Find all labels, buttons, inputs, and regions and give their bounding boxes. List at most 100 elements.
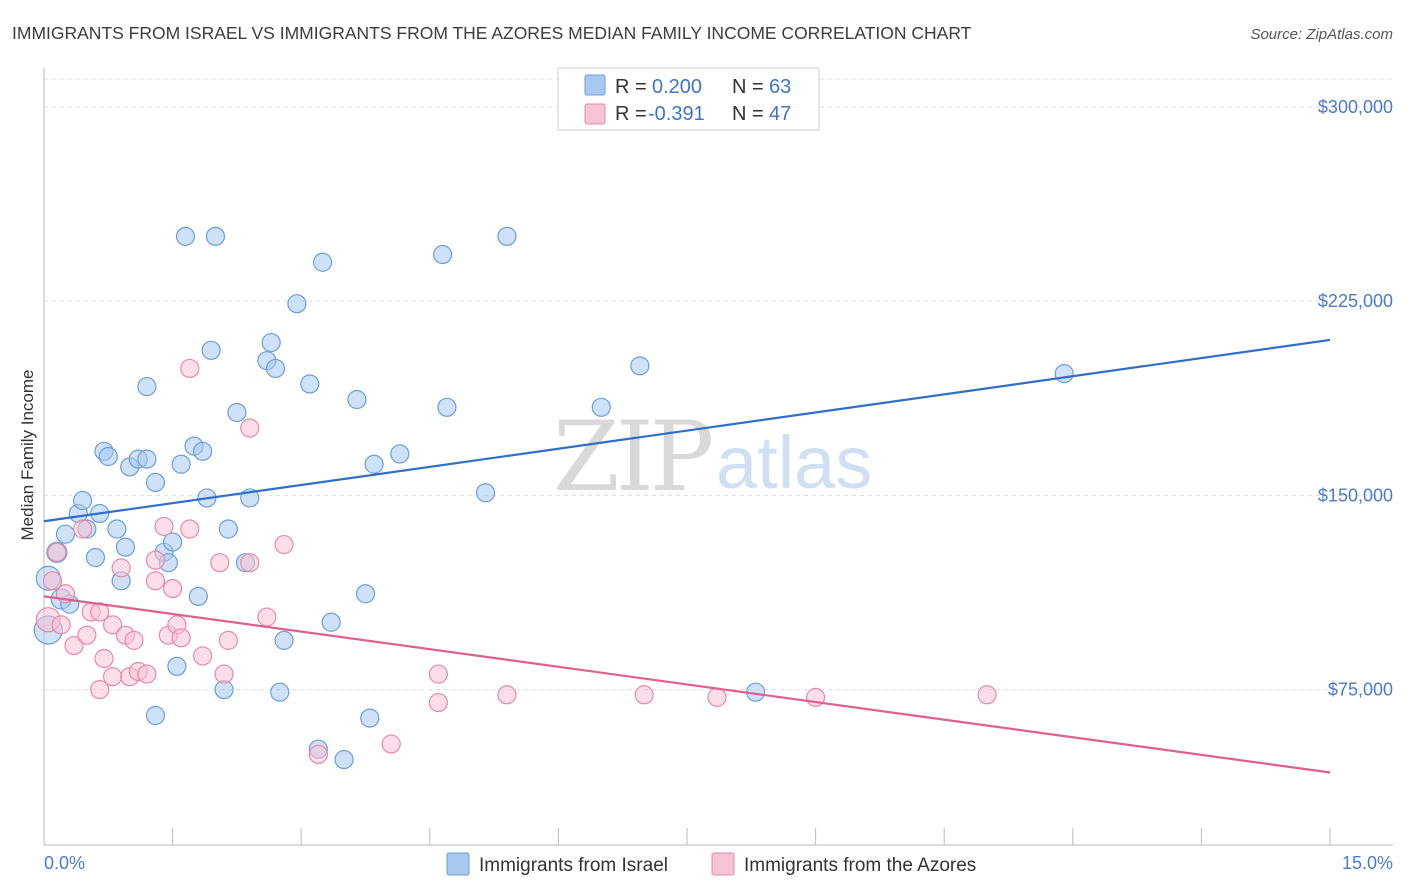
legend-r-label-1: R = xyxy=(615,76,647,98)
series-2-point-10 xyxy=(90,679,110,700)
series-1-point-13 xyxy=(107,519,127,539)
series-1-point-12 xyxy=(98,446,118,467)
trend-line-series-1 xyxy=(43,338,1331,523)
series-1-point-58 xyxy=(497,226,517,246)
series-2-point-2 xyxy=(47,542,67,562)
series-1-point-9 xyxy=(85,547,106,568)
series-1-point-19 xyxy=(137,376,157,397)
legend-r-value-2: -0.391 xyxy=(648,103,705,125)
series-2-point-6 xyxy=(72,519,93,539)
series-1-point-55 xyxy=(433,244,453,265)
trend-lines xyxy=(43,338,1331,774)
bottom-legend-swatch-azores xyxy=(711,852,735,876)
series-1-point-60 xyxy=(630,356,650,376)
series-2-point-7 xyxy=(77,625,97,645)
series-1-point-59 xyxy=(591,397,611,417)
series-1-point-25 xyxy=(167,656,187,676)
series-1-point-44 xyxy=(287,294,307,314)
series-1-point-29 xyxy=(188,586,208,606)
bottom-legend-label-israel: Immigrants from Israel xyxy=(479,855,668,876)
correlation-legend: R = 0.200 N = 63 R = -0.391 N = 47 xyxy=(557,67,820,131)
series-2-point-43 xyxy=(707,687,727,707)
legend-r-label-2: R = xyxy=(615,103,647,125)
legend-n-value-1: 63 xyxy=(769,76,791,98)
series-2-point-33 xyxy=(240,418,260,438)
series-1-point-53 xyxy=(364,454,384,474)
legend-n-label-2: N = xyxy=(732,103,764,125)
series-2-point-20 xyxy=(145,550,166,570)
series-2-point-5 xyxy=(64,635,84,656)
series-1-point-7 xyxy=(72,490,93,511)
series-1-point-62 xyxy=(1054,364,1074,384)
series-2-point-1 xyxy=(42,571,63,591)
series-1-point-52 xyxy=(360,708,380,728)
series-1-point-56 xyxy=(437,397,457,417)
series-2-point-28 xyxy=(180,358,200,379)
series-2-point-22 xyxy=(154,516,174,537)
series-2-point-31 xyxy=(214,664,234,684)
series-2-point-30 xyxy=(210,553,230,573)
y-axis-label: Median Family Income xyxy=(18,369,37,540)
chart-source: Source: ZipAtlas.com xyxy=(1250,26,1393,43)
watermark-zip: ZIP xyxy=(553,401,712,513)
series-legend: Immigrants from Israel Immigrants from t… xyxy=(446,852,976,876)
watermark-atlas: atlas xyxy=(716,421,872,504)
legend-r-value-1: 0.200 xyxy=(652,76,702,98)
series-2-point-14 xyxy=(111,558,131,578)
series-azores-points xyxy=(35,358,997,764)
x-tick-label-max: 15.0% xyxy=(1342,853,1393,873)
series-1-point-24 xyxy=(163,532,183,552)
series-2-point-24 xyxy=(163,578,183,599)
series-1-point-51 xyxy=(355,584,376,604)
series-2-point-3 xyxy=(51,615,71,635)
series-1-point-41 xyxy=(265,358,286,379)
series-1-point-21 xyxy=(145,472,166,492)
series-2-point-40 xyxy=(428,664,448,684)
series-2-point-17 xyxy=(124,630,144,650)
series-1-point-45 xyxy=(300,374,320,394)
series-2-point-41 xyxy=(497,685,517,705)
legend-swatch-israel xyxy=(584,74,606,96)
series-2-point-11 xyxy=(94,648,114,669)
bottom-legend-label-azores: Immigrants from the Azores xyxy=(744,855,976,876)
series-1-point-4 xyxy=(55,524,76,544)
series-2-point-38 xyxy=(381,734,401,754)
series-1-point-49 xyxy=(334,749,354,770)
chart-title: IMMIGRANTS FROM ISRAEL VS IMMIGRANTS FRO… xyxy=(12,23,972,43)
series-1-point-57 xyxy=(475,483,496,503)
series-2-point-35 xyxy=(257,607,277,627)
legend-n-value-2: 47 xyxy=(769,103,791,125)
series-1-point-15 xyxy=(115,537,136,557)
series-1-point-26 xyxy=(171,454,191,474)
series-1-point-35 xyxy=(218,519,238,539)
series-2-point-13 xyxy=(102,667,123,687)
series-1-point-43 xyxy=(274,630,294,650)
series-2-point-26 xyxy=(171,628,191,648)
series-2-point-37 xyxy=(308,744,328,764)
legend-swatch-azores xyxy=(584,103,606,125)
series-1-point-20 xyxy=(145,705,166,726)
series-1-point-18 xyxy=(137,449,157,469)
series-2-point-32 xyxy=(218,630,238,650)
x-tick-label-min: 0.0% xyxy=(44,853,85,873)
y-tick-labels: $75,000 $150,000 $225,000 $300,000 xyxy=(1318,97,1393,700)
series-2-point-19 xyxy=(137,664,157,684)
series-1-point-50 xyxy=(347,389,367,410)
bottom-legend-swatch-israel xyxy=(446,852,470,876)
y-tick-label-0: $75,000 xyxy=(1328,680,1393,700)
series-1-point-33 xyxy=(205,226,226,246)
y-tick-label-2: $225,000 xyxy=(1318,291,1393,311)
series-2-point-29 xyxy=(193,646,213,666)
series-1-point-27 xyxy=(175,226,196,246)
series-2-point-27 xyxy=(180,519,200,539)
series-2-point-36 xyxy=(274,534,294,555)
y-tick-label-1: $150,000 xyxy=(1318,485,1393,505)
series-2-point-45 xyxy=(977,685,997,705)
trend-line-series-2 xyxy=(43,595,1331,774)
legend-n-label-1: N = xyxy=(732,76,764,98)
series-1-point-48 xyxy=(321,612,341,632)
series-2-point-12 xyxy=(102,615,123,635)
y-tick-label-3: $300,000 xyxy=(1318,97,1393,117)
series-2-point-39 xyxy=(428,692,448,713)
series-1-point-42 xyxy=(270,682,290,702)
